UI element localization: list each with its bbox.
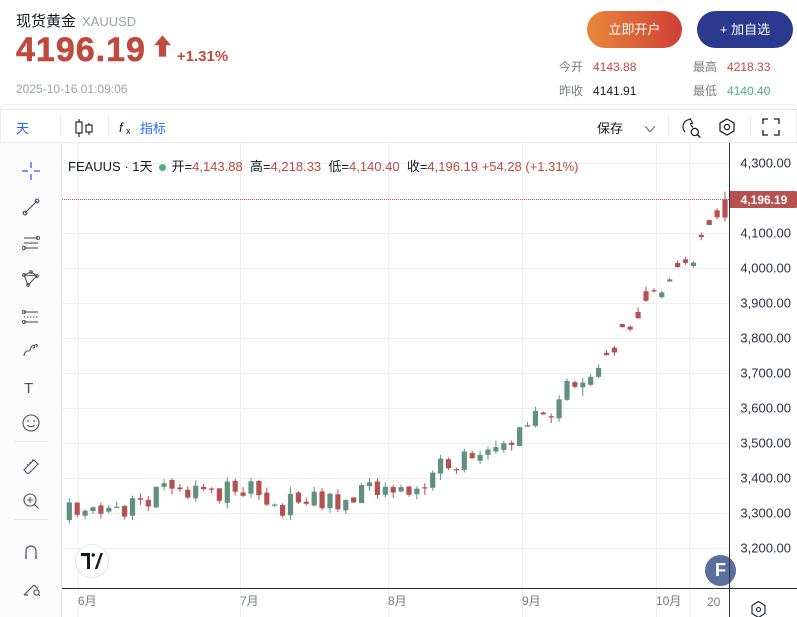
svg-text:x: x [126,126,131,136]
svg-text:f: f [119,120,124,135]
svg-text:T: T [24,380,33,395]
